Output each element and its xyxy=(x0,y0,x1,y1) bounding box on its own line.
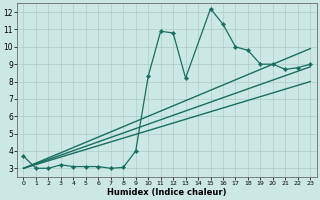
X-axis label: Humidex (Indice chaleur): Humidex (Indice chaleur) xyxy=(107,188,227,197)
